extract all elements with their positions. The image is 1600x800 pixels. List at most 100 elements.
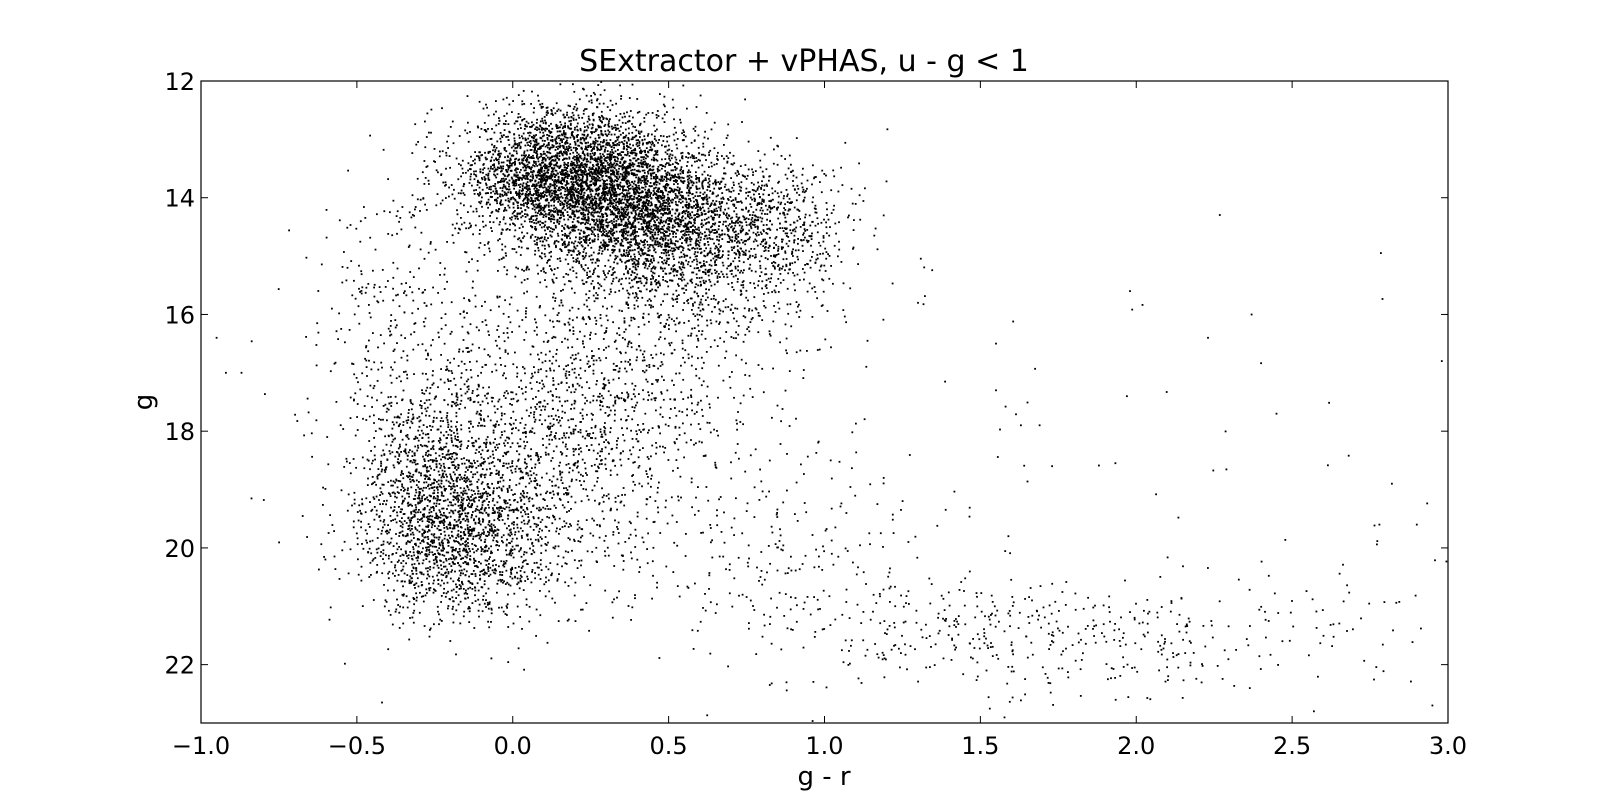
data-point — [561, 225, 564, 227]
data-point — [616, 180, 619, 183]
data-point — [640, 208, 643, 211]
data-point — [549, 165, 551, 168]
data-point — [598, 118, 601, 121]
data-point — [532, 175, 535, 178]
data-point — [573, 90, 576, 93]
data-point — [569, 231, 572, 234]
data-point — [646, 226, 648, 228]
data-point — [607, 164, 610, 166]
data-point — [581, 133, 584, 136]
data-point — [457, 178, 460, 181]
data-point — [639, 210, 642, 212]
data-point — [738, 216, 741, 219]
data-point — [611, 153, 613, 156]
data-point — [548, 158, 551, 161]
data-point — [662, 199, 664, 202]
data-point — [439, 202, 442, 205]
data-point — [662, 140, 665, 142]
data-point — [684, 223, 687, 226]
data-point — [628, 166, 631, 169]
data-point — [615, 226, 618, 229]
data-point — [579, 242, 581, 245]
data-point — [546, 177, 549, 180]
data-point — [531, 207, 534, 210]
data-point — [614, 158, 616, 161]
data-point — [504, 207, 506, 209]
data-point — [709, 268, 712, 271]
data-point — [597, 226, 600, 229]
data-point — [677, 173, 680, 176]
data-point — [676, 186, 679, 189]
data-point — [777, 301, 780, 304]
data-point — [561, 186, 563, 188]
data-point — [618, 176, 621, 179]
data-point — [661, 144, 663, 147]
data-point — [595, 177, 597, 179]
data-point — [720, 205, 722, 208]
data-point — [460, 223, 463, 226]
data-point — [667, 239, 670, 242]
data-point — [722, 300, 725, 302]
data-point — [509, 198, 512, 201]
data-point — [556, 154, 559, 157]
data-point — [568, 280, 570, 282]
data-point — [423, 183, 426, 185]
data-point — [716, 230, 718, 233]
data-point — [582, 196, 585, 199]
data-point — [610, 158, 613, 160]
data-point — [616, 205, 619, 208]
data-point — [577, 173, 580, 176]
data-point — [576, 158, 578, 161]
data-point — [731, 220, 733, 223]
data-point — [716, 210, 718, 212]
data-point — [615, 198, 617, 201]
data-point — [543, 186, 546, 189]
data-point — [616, 143, 619, 145]
data-point — [666, 136, 668, 138]
data-point — [588, 169, 590, 171]
data-point — [645, 157, 647, 160]
data-point — [558, 209, 561, 212]
data-point — [564, 126, 566, 129]
data-point — [522, 237, 524, 239]
data-point — [547, 243, 550, 246]
data-point — [552, 214, 555, 217]
data-point — [612, 250, 615, 253]
data-point — [720, 187, 722, 189]
data-point — [532, 146, 535, 148]
data-point — [632, 209, 635, 211]
data-point — [557, 108, 560, 111]
data-point — [666, 217, 669, 220]
data-point — [594, 207, 597, 210]
data-point — [638, 110, 641, 113]
data-point — [551, 146, 553, 149]
data-point — [427, 179, 430, 182]
data-point — [664, 185, 667, 188]
data-point — [685, 156, 687, 158]
data-point — [689, 236, 691, 239]
data-point — [644, 153, 647, 156]
data-point — [568, 120, 571, 123]
data-point — [604, 199, 607, 202]
data-point — [491, 164, 494, 166]
data-point — [475, 210, 478, 213]
data-point — [565, 194, 568, 196]
data-point — [518, 245, 520, 248]
data-point — [704, 212, 707, 215]
data-point — [566, 197, 569, 200]
data-point — [539, 163, 541, 166]
data-point — [564, 152, 567, 155]
data-point — [624, 206, 627, 209]
data-point — [541, 162, 543, 164]
data-point — [479, 202, 482, 205]
data-point — [564, 197, 567, 199]
data-point — [629, 184, 632, 186]
data-point — [633, 193, 636, 196]
data-point — [621, 175, 624, 177]
data-point — [533, 149, 536, 152]
data-point — [626, 234, 629, 237]
data-point — [641, 156, 644, 159]
data-point — [627, 138, 630, 141]
data-point — [626, 111, 628, 114]
data-point — [557, 196, 560, 199]
